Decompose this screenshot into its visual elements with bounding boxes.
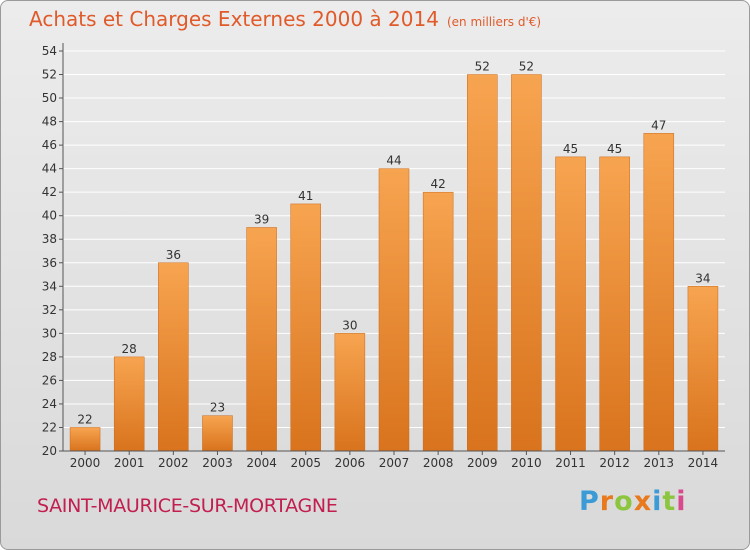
data-label-2014: 34: [695, 271, 710, 285]
y-tick-label: 30: [42, 326, 57, 340]
logo-letter: i: [652, 486, 663, 517]
data-label-2005: 41: [298, 189, 313, 203]
y-tick-label: 32: [42, 303, 57, 317]
bar-2010: [511, 74, 542, 452]
data-label-2000: 22: [77, 412, 92, 426]
bar-2002: [158, 262, 189, 452]
commune-name: SAINT-MAURICE-SUR-MORTAGNE: [37, 495, 338, 517]
x-tick-label-2002: 2002: [158, 456, 189, 470]
chart-unit: (en milliers d'€): [446, 15, 542, 29]
y-tick-label: 50: [42, 91, 57, 105]
data-label-2013: 47: [651, 118, 666, 132]
y-tick-label: 38: [42, 232, 57, 246]
proxiti-logo: Proxiti: [579, 486, 687, 517]
y-tick-label: 44: [42, 162, 57, 176]
x-tick-label-2013: 2013: [644, 456, 675, 470]
y-tick-label: 40: [42, 209, 57, 223]
y-tick-label: 48: [42, 115, 57, 129]
data-label-2012: 45: [607, 142, 622, 156]
x-tick-label-2010: 2010: [511, 456, 542, 470]
y-tick-label: 52: [42, 68, 57, 82]
data-label-2004: 39: [254, 212, 269, 226]
x-tick-label-2008: 2008: [423, 456, 454, 470]
x-tick-label-2003: 2003: [202, 456, 233, 470]
data-label-2010: 52: [519, 60, 534, 74]
y-tick-label: 36: [42, 256, 57, 270]
y-tick-label: 20: [42, 444, 57, 458]
x-tick-label-2007: 2007: [379, 456, 410, 470]
x-tick-label-2005: 2005: [290, 456, 321, 470]
data-label-2001: 28: [122, 342, 137, 356]
x-tick-label-2014: 2014: [688, 456, 719, 470]
logo-letter: r: [599, 486, 615, 517]
bar-2009: [467, 74, 498, 452]
data-labels: 22 28 36 23 39 41 30 44 42 52 52 45 45 47 34: [77, 60, 710, 427]
bar-2011: [555, 156, 586, 452]
data-label-2006: 30: [342, 318, 357, 332]
chart-title-block: Achats et Charges Externes 2000 à 2014 (e…: [29, 7, 541, 31]
logo-letter: i: [676, 486, 687, 517]
data-label-2007: 44: [386, 154, 401, 168]
bar-2007: [378, 168, 410, 452]
data-label-2011: 45: [563, 142, 578, 156]
bar-2006: [334, 333, 366, 452]
bar-2000: [69, 427, 101, 452]
x-tick-label-2001: 2001: [114, 456, 145, 470]
y-tick-label: 24: [42, 397, 57, 411]
x-tick-label-2006: 2006: [335, 456, 366, 470]
y-tick-label: 34: [42, 279, 57, 293]
x-tick-label-2011: 2011: [555, 456, 586, 470]
data-label-2003: 23: [210, 401, 225, 415]
bar-2001: [113, 356, 145, 452]
logo-letter: P: [579, 486, 600, 517]
x-tick-label-2012: 2012: [599, 456, 630, 470]
bars: [69, 74, 719, 452]
bar-2013: [643, 133, 675, 452]
bar-2005: [290, 203, 321, 452]
bar-2003: [202, 415, 233, 452]
bar-2014: [687, 286, 719, 452]
bar-2004: [246, 227, 277, 452]
logo-letter: x: [633, 486, 653, 517]
y-tick-label: 42: [42, 185, 57, 199]
logo-letter: o: [614, 486, 634, 517]
bar-2008: [422, 191, 454, 452]
data-label-2008: 42: [430, 177, 445, 191]
x-tick-label-2004: 2004: [246, 456, 277, 470]
x-tick-label-2000: 2000: [70, 456, 101, 470]
chart-title: Achats et Charges Externes 2000 à 2014: [29, 7, 439, 31]
y-tick-label: 22: [42, 420, 57, 434]
logo-letter: t: [662, 486, 677, 517]
y-tick-label: 28: [42, 350, 57, 364]
data-label-2009: 52: [475, 60, 490, 74]
y-tick-label: 46: [42, 138, 57, 152]
bar-2012: [599, 156, 630, 452]
y-tick-label: 54: [42, 44, 57, 58]
y-tick-label: 26: [42, 373, 57, 387]
x-tick-label-2009: 2009: [467, 456, 498, 470]
data-label-2002: 36: [166, 248, 181, 262]
axes: 20 22 24 26 28 30 32 34 36 38 40 42 44 46 48 50 52 54 2000…: [42, 43, 725, 470]
